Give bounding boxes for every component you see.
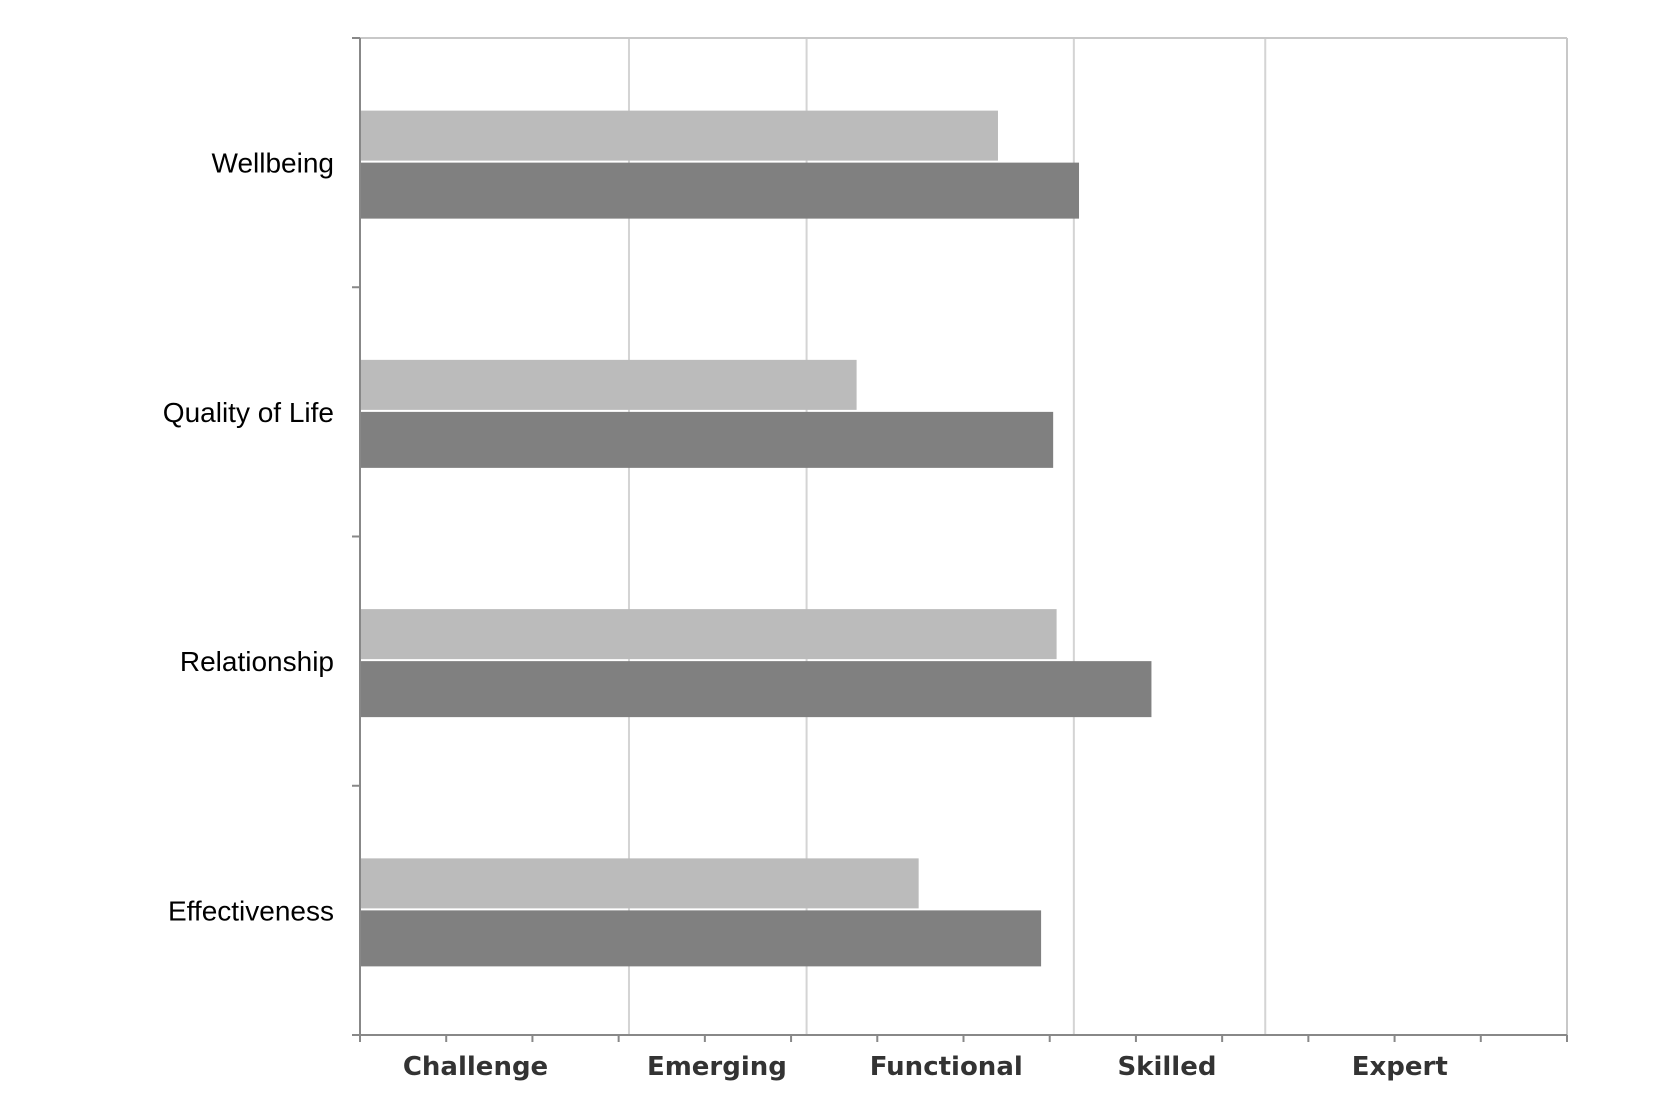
bar bbox=[360, 661, 1152, 718]
level-label: Functional bbox=[870, 1052, 1023, 1082]
category-label: Effectiveness bbox=[168, 895, 334, 926]
level-label: Emerging bbox=[647, 1052, 787, 1082]
bar bbox=[360, 110, 998, 161]
level-label: Challenge bbox=[403, 1052, 548, 1082]
category-label: Wellbeing bbox=[212, 148, 334, 179]
bar bbox=[360, 359, 857, 410]
category-label: Quality of Life bbox=[163, 397, 334, 428]
bar bbox=[360, 609, 1057, 660]
level-label: Skilled bbox=[1117, 1052, 1216, 1082]
category-labels: Wellbeing Quality of Life Relationship Effe… bbox=[163, 148, 334, 927]
bar bbox=[360, 162, 1080, 219]
bar bbox=[360, 858, 919, 909]
category-label: Relationship bbox=[180, 646, 334, 677]
bars bbox=[360, 110, 1152, 967]
level-label: Expert bbox=[1352, 1052, 1448, 1082]
axes bbox=[352, 37, 1568, 1042]
bar bbox=[360, 411, 1054, 468]
bar bbox=[360, 910, 1042, 967]
level-labels: Challenge Emerging Functional Skilled Expert bbox=[403, 1052, 1448, 1082]
